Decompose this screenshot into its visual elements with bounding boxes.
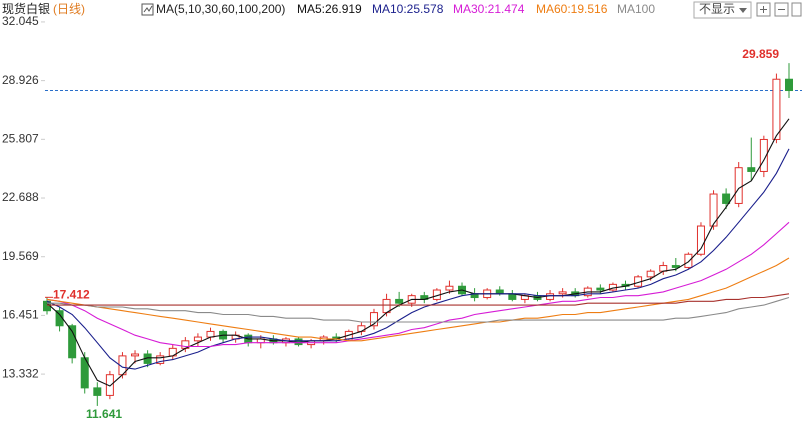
candle-body [445,285,454,291]
candle-body [495,289,504,295]
candle-body [369,312,378,327]
candle-body [722,193,731,204]
y-tick-label: 16.451 [2,308,39,322]
more-button[interactable] [791,2,802,17]
ma-line [46,148,790,370]
candle-body [684,253,693,268]
y-tick-label: 19.569 [2,249,39,263]
candle-body [131,353,140,357]
legend-entry: MA100 [617,2,655,16]
y-tick-label: 22.688 [2,190,39,204]
y-tick-label: 25.807 [2,131,39,145]
candle-body [772,78,781,140]
toggle-button[interactable] [693,1,752,19]
legend-entry: MA5:26.919 [297,2,362,16]
candle-body [558,291,567,295]
candle-body [646,270,655,278]
ma-line [46,118,790,387]
candle-body [747,167,756,172]
ma-line [47,296,790,323]
candle-body [596,287,605,291]
min-price-label: 11.641 [86,407,122,421]
candle-body [93,387,102,396]
candle-body [294,338,303,346]
candle-body [68,325,77,359]
candle-body [759,138,768,172]
y-tick-label: 13.332 [2,366,39,380]
legend-entry: MA10:25.578 [372,2,444,16]
candle-body [785,78,793,92]
candle-body [395,298,404,304]
instrument-title: 现货白银 [2,1,50,16]
candle-body [156,355,165,364]
legend-entry: MA30:21.474 [453,2,525,16]
toggle-button-label: 不显示 [699,2,735,16]
indicator-label: MA(5,10,30,60,100,200) [156,2,285,16]
y-tick-label: 32.045 [2,14,39,28]
dropdown-arrow [739,8,747,13]
y-tick-label: 28.926 [2,73,39,87]
period-label[interactable]: (日线) [53,2,85,16]
max-price-label: 29.859 [742,47,779,61]
ma-line [47,293,790,306]
indicator-icon-glyph [143,5,153,13]
ma-line [46,221,790,348]
candle-body [709,193,718,227]
legend-entry: MA60:19.516 [536,2,608,16]
candle-body [193,336,202,342]
candle-body [734,167,743,204]
zoom-in-glyph [760,6,767,13]
candle-body [671,265,680,268]
candle-body [696,225,705,255]
plot-area: 32.045 28.926 25.807 22.688 19.569 16.451 13.3… [2,14,802,421]
left-price-label: 17.412 [53,287,90,301]
candle-body [105,374,114,396]
